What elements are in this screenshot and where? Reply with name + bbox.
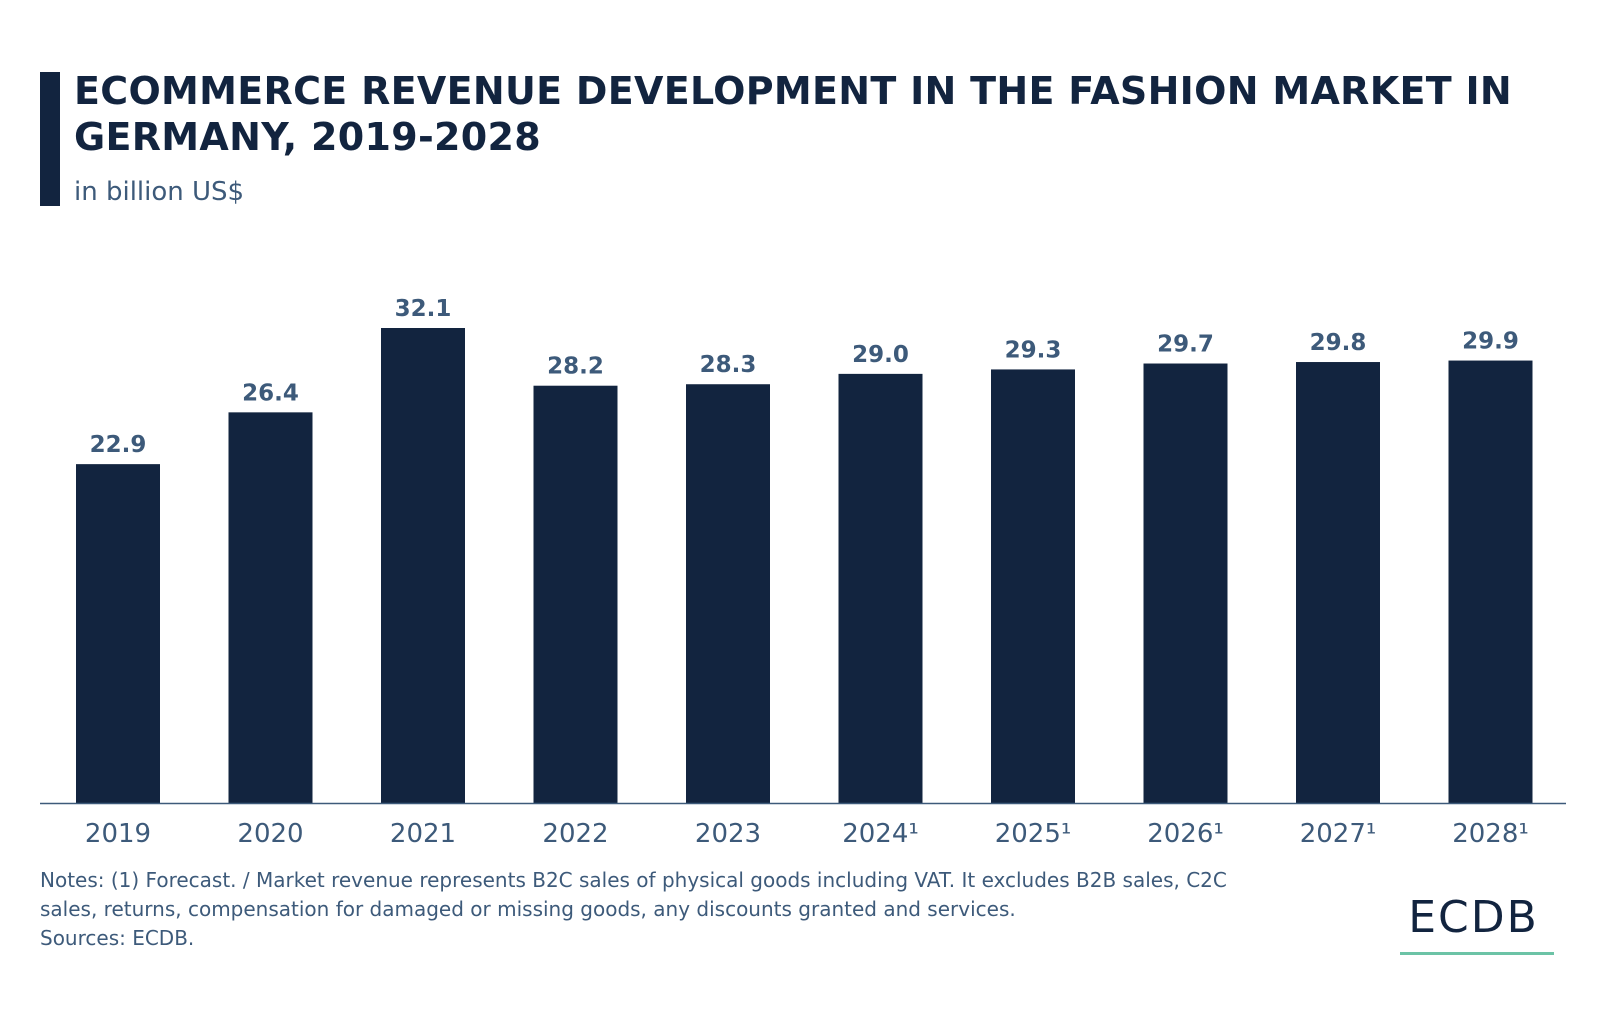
bar-2020 [228,412,313,803]
bars-group: 22.9 26.4 32.1 28.2 28.3 29.0 29.3 29.7 29.8 29.9 [76,296,1533,803]
bar-2024¹ [838,373,923,803]
chart-subtitle: in billion US$ [74,177,245,207]
bar-2026¹ [1143,363,1228,803]
x-tick-2022: 2022 [542,819,608,849]
notes-text: Notes: (1) Forecast. / Market revenue re… [40,868,1227,921]
x-tick-2026¹: 2026¹ [1147,819,1224,849]
bar-2027¹ [1296,362,1380,803]
data-label-2020: 26.4 [242,380,299,406]
data-label-2019: 22.9 [90,432,147,458]
data-label-2027¹: 29.8 [1310,330,1367,356]
data-label-2023: 28.3 [700,352,757,378]
bar-2021 [381,328,465,803]
x-tick-2025¹: 2025¹ [995,819,1072,849]
bar-2023 [686,384,770,803]
x-tick-2023: 2023 [695,819,761,849]
x-tick-2021: 2021 [390,819,456,849]
data-label-2021: 32.1 [395,296,452,322]
x-tick-2028¹: 2028¹ [1452,819,1529,849]
x-tick-labels: 2019 2020 2021 2022 2023 2024¹ 2025¹ 2026¹ 2027¹… [85,819,1529,849]
title-accent-bar [40,72,60,206]
x-tick-2024¹: 2024¹ [842,819,919,849]
footnotes: Notes: (1) Forecast. / Market revenue re… [40,866,1270,953]
sources-text: Sources: ECDB. [40,926,195,950]
logo-underline [1400,952,1554,955]
bar-2028¹ [1448,360,1533,803]
ecdb-logo: ECDB [1408,892,1539,943]
data-label-2022: 28.2 [547,354,604,380]
data-label-2026¹: 29.7 [1157,332,1214,358]
chart-title: ECOMMERCE REVENUE DEVELOPMENT IN THE FAS… [74,69,1513,159]
bar-2019 [76,464,160,803]
x-tick-2019: 2019 [85,819,151,849]
data-label-2028¹: 29.9 [1462,329,1519,355]
bar-2022 [533,385,618,803]
bar-2025¹ [991,369,1075,803]
x-tick-2027¹: 2027¹ [1300,819,1377,849]
bar-chart: 22.9 26.4 32.1 28.2 28.3 29.0 29.3 29.7 29.8 29.9… [40,296,1566,849]
data-label-2024¹: 29.0 [852,342,909,368]
data-label-2025¹: 29.3 [1005,337,1062,363]
x-tick-2020: 2020 [237,819,303,849]
